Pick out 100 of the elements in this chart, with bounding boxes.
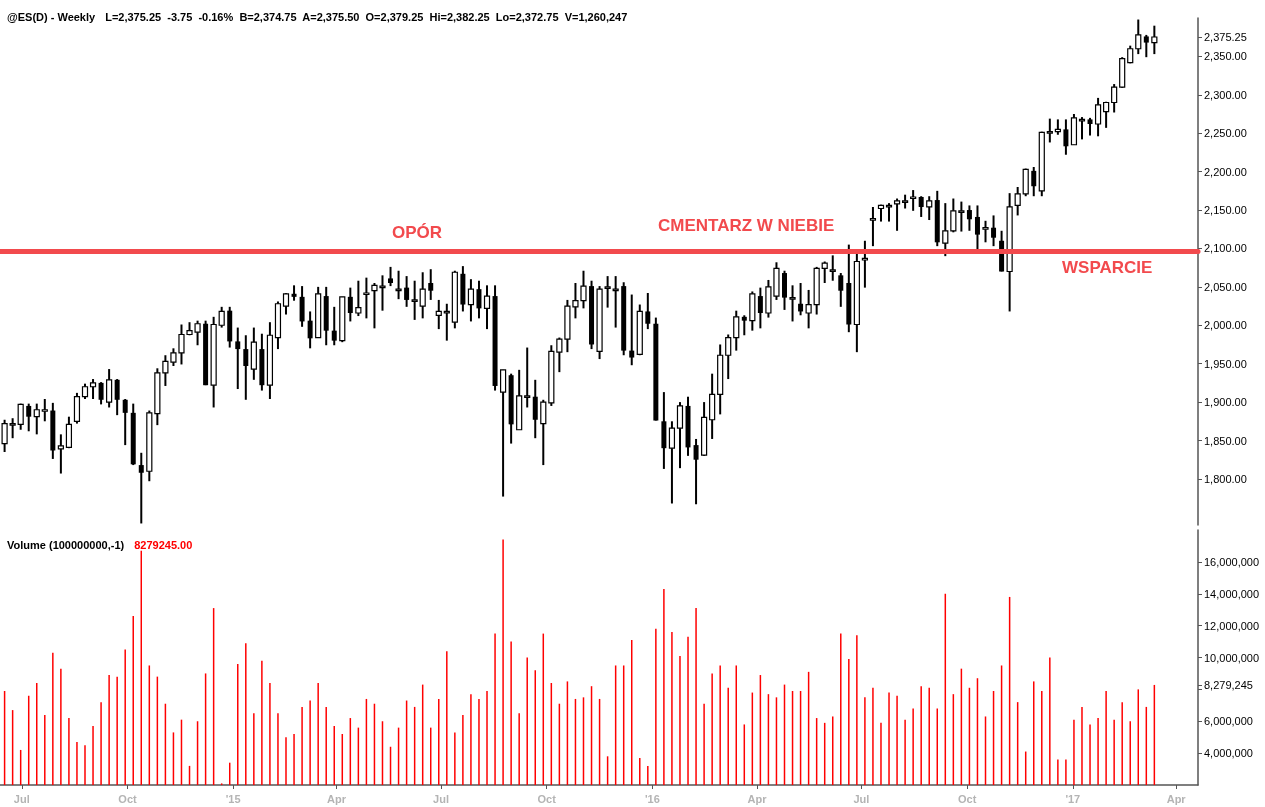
candlestick bbox=[1063, 118, 1069, 156]
candlestick bbox=[757, 286, 763, 330]
candlestick bbox=[98, 381, 104, 406]
candlestick bbox=[243, 334, 249, 401]
candlestick bbox=[532, 378, 538, 440]
candlestick bbox=[331, 305, 337, 347]
annotation: CMENTARZ W NIEBIE bbox=[658, 216, 835, 235]
candlestick bbox=[235, 326, 241, 391]
candlestick bbox=[363, 276, 370, 320]
candlestick bbox=[1135, 18, 1142, 56]
x-tick-label: Jul bbox=[853, 792, 870, 805]
candlestick bbox=[789, 284, 796, 323]
y-tick-label: 16,000,000 bbox=[1204, 555, 1260, 568]
y-tick-label: 12,000,000 bbox=[1204, 619, 1260, 632]
candlestick bbox=[1151, 24, 1158, 56]
candlestick bbox=[676, 401, 684, 470]
candlestick bbox=[17, 402, 24, 431]
candlestick bbox=[1094, 96, 1102, 138]
candlestick bbox=[411, 279, 418, 321]
x-tick-label: Oct bbox=[537, 792, 557, 805]
candlestick bbox=[1103, 100, 1110, 129]
candlestick bbox=[524, 346, 531, 409]
candlestick bbox=[467, 278, 475, 323]
candlestick bbox=[1143, 33, 1149, 59]
candlestick bbox=[926, 195, 933, 222]
candlestick bbox=[629, 293, 635, 367]
candlestick bbox=[604, 275, 611, 309]
candlestick bbox=[540, 398, 547, 467]
candlestick bbox=[942, 202, 949, 258]
candlestick bbox=[982, 219, 989, 244]
candlestick bbox=[725, 333, 732, 381]
candlestick bbox=[347, 286, 353, 323]
y-tick-label: 2,000.00 bbox=[1204, 319, 1247, 332]
x-tick-label: Apr bbox=[1166, 792, 1187, 805]
y-tick-label: 2,050.00 bbox=[1204, 280, 1247, 293]
candlestick bbox=[861, 239, 868, 289]
candlestick bbox=[869, 205, 877, 248]
y-tick-label: 10,000,000 bbox=[1204, 651, 1260, 664]
candlestick bbox=[33, 402, 40, 436]
candlestick bbox=[138, 451, 144, 525]
candlestick bbox=[395, 269, 402, 301]
candlestick bbox=[57, 433, 64, 475]
candlestick bbox=[26, 402, 32, 433]
x-tick-label: Jul bbox=[13, 792, 30, 805]
annotation: WSPARCIE bbox=[1062, 258, 1153, 277]
x-tick-label: Apr bbox=[327, 792, 347, 805]
candlestick bbox=[114, 378, 120, 417]
y-tick-label: 1,850.00 bbox=[1204, 434, 1247, 447]
candlestick bbox=[885, 202, 893, 223]
candlestick bbox=[428, 268, 434, 301]
chart-subtitle: L=2,375.25 -3.75 -0.16% B=2,374.75 A=2,375.50 O=2,379.25 Hi=2,382.25 Lo=2,372.75 V=1,260,247 bbox=[105, 11, 628, 23]
candlestick bbox=[838, 272, 844, 308]
y-tick-label: 2,100.00 bbox=[1204, 242, 1247, 255]
candlestick bbox=[645, 292, 651, 331]
x-tick-label: Apr bbox=[747, 792, 768, 805]
candlestick bbox=[89, 378, 97, 401]
y-tick-label: 2,250.00 bbox=[1204, 127, 1247, 140]
candlestick bbox=[958, 200, 965, 233]
candlestick bbox=[476, 279, 482, 320]
y-tick-label: 2,150.00 bbox=[1204, 204, 1247, 217]
y-tick-label: 4,000,000 bbox=[1204, 747, 1253, 760]
y-tick-label: 2,350.00 bbox=[1204, 50, 1247, 63]
candlestick bbox=[1046, 117, 1053, 144]
candlestick bbox=[122, 398, 128, 447]
candlestick bbox=[668, 420, 676, 505]
annotation: OPÓR bbox=[392, 223, 443, 242]
candlestick bbox=[910, 189, 917, 212]
candlestick bbox=[733, 309, 740, 352]
x-tick-label: '15 bbox=[225, 792, 241, 805]
candlestick bbox=[435, 298, 442, 331]
candlestick bbox=[829, 254, 836, 282]
x-tick-label: Oct bbox=[957, 792, 977, 805]
candlestick bbox=[1078, 116, 1086, 141]
candlestick bbox=[499, 368, 507, 498]
candlestick bbox=[1014, 186, 1021, 217]
y-tick-label: 2,200.00 bbox=[1204, 165, 1247, 178]
y-tick-label: 1,950.00 bbox=[1204, 357, 1247, 370]
x-tick-label: '16 bbox=[644, 792, 660, 805]
candlestick bbox=[991, 214, 997, 248]
y-tick-label: 1,800.00 bbox=[1204, 472, 1247, 485]
text: 8279245.00 bbox=[134, 539, 193, 551]
candlestick bbox=[918, 195, 924, 218]
candlestick bbox=[41, 398, 48, 423]
y-tick-label: 2,300.00 bbox=[1204, 88, 1247, 101]
candlestick bbox=[355, 279, 362, 318]
y-tick-label: 8,279,245 bbox=[1204, 678, 1253, 691]
candlestick bbox=[966, 204, 972, 232]
candlestick bbox=[282, 292, 290, 316]
candlestick bbox=[419, 271, 426, 320]
candlestick bbox=[483, 284, 491, 331]
candlestick bbox=[1031, 166, 1037, 198]
y-tick-label: 6,000,000 bbox=[1204, 715, 1253, 728]
x-tick-label: '17 bbox=[1065, 792, 1081, 805]
y-tick-label: 1,900.00 bbox=[1204, 396, 1247, 409]
candlestick bbox=[693, 437, 699, 506]
y-tick-label: 2,375.25 bbox=[1204, 31, 1247, 44]
candlestick bbox=[893, 197, 901, 232]
y-tick-label: 14,000,000 bbox=[1204, 587, 1260, 600]
candlestick bbox=[1111, 83, 1118, 114]
candlestick bbox=[974, 204, 980, 251]
